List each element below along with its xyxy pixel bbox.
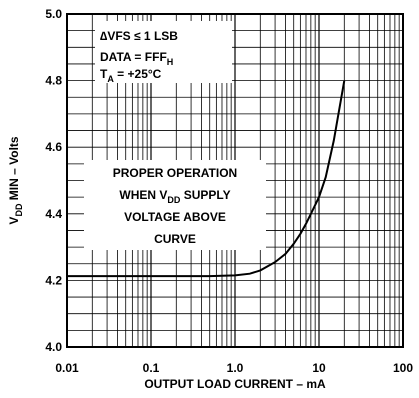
x-tick-label: 100 (393, 361, 413, 375)
annotation-box (84, 160, 266, 250)
annotation-line-2: WHEN VDD SUPPLY (119, 188, 230, 205)
conditions-box (95, 21, 232, 83)
y-axis-label: VDD MIN – Volts (7, 136, 24, 224)
annotation-line-3: VOLTAGE ABOVE (124, 210, 226, 224)
y-tick-label: 5.0 (45, 7, 62, 21)
x-tick-labels: 0.01 0.1 1.0 10 100 (55, 361, 413, 375)
annotation-line-4: CURVE (154, 232, 196, 246)
y-tick-label: 4.6 (45, 140, 62, 154)
y-tick-label: 4.4 (45, 207, 62, 221)
x-tick-label: 1.0 (227, 361, 244, 375)
conditions-line-1: ∆VFS ≤ 1 LSB (100, 29, 178, 43)
y-tick-label: 4.0 (45, 340, 62, 354)
x-tick-label: 0.1 (143, 361, 160, 375)
x-tick-label: 0.01 (55, 361, 79, 375)
x-axis-label: OUTPUT LOAD CURRENT – mA (144, 377, 326, 391)
conditions-line-2: DATA = FFFH (100, 50, 173, 67)
annotation-line-1: PROPER OPERATION (113, 166, 237, 180)
x-tick-label: 10 (312, 361, 326, 375)
series-line (67, 80, 346, 278)
conditions-line-3: TA = +25°C (100, 67, 162, 84)
y-tick-labels: 4.0 4.2 4.4 4.6 4.8 5.0 (45, 7, 62, 354)
y-tick-label: 4.2 (45, 273, 62, 287)
plot-frame (66, 13, 404, 348)
y-tick-label: 4.8 (45, 74, 62, 88)
